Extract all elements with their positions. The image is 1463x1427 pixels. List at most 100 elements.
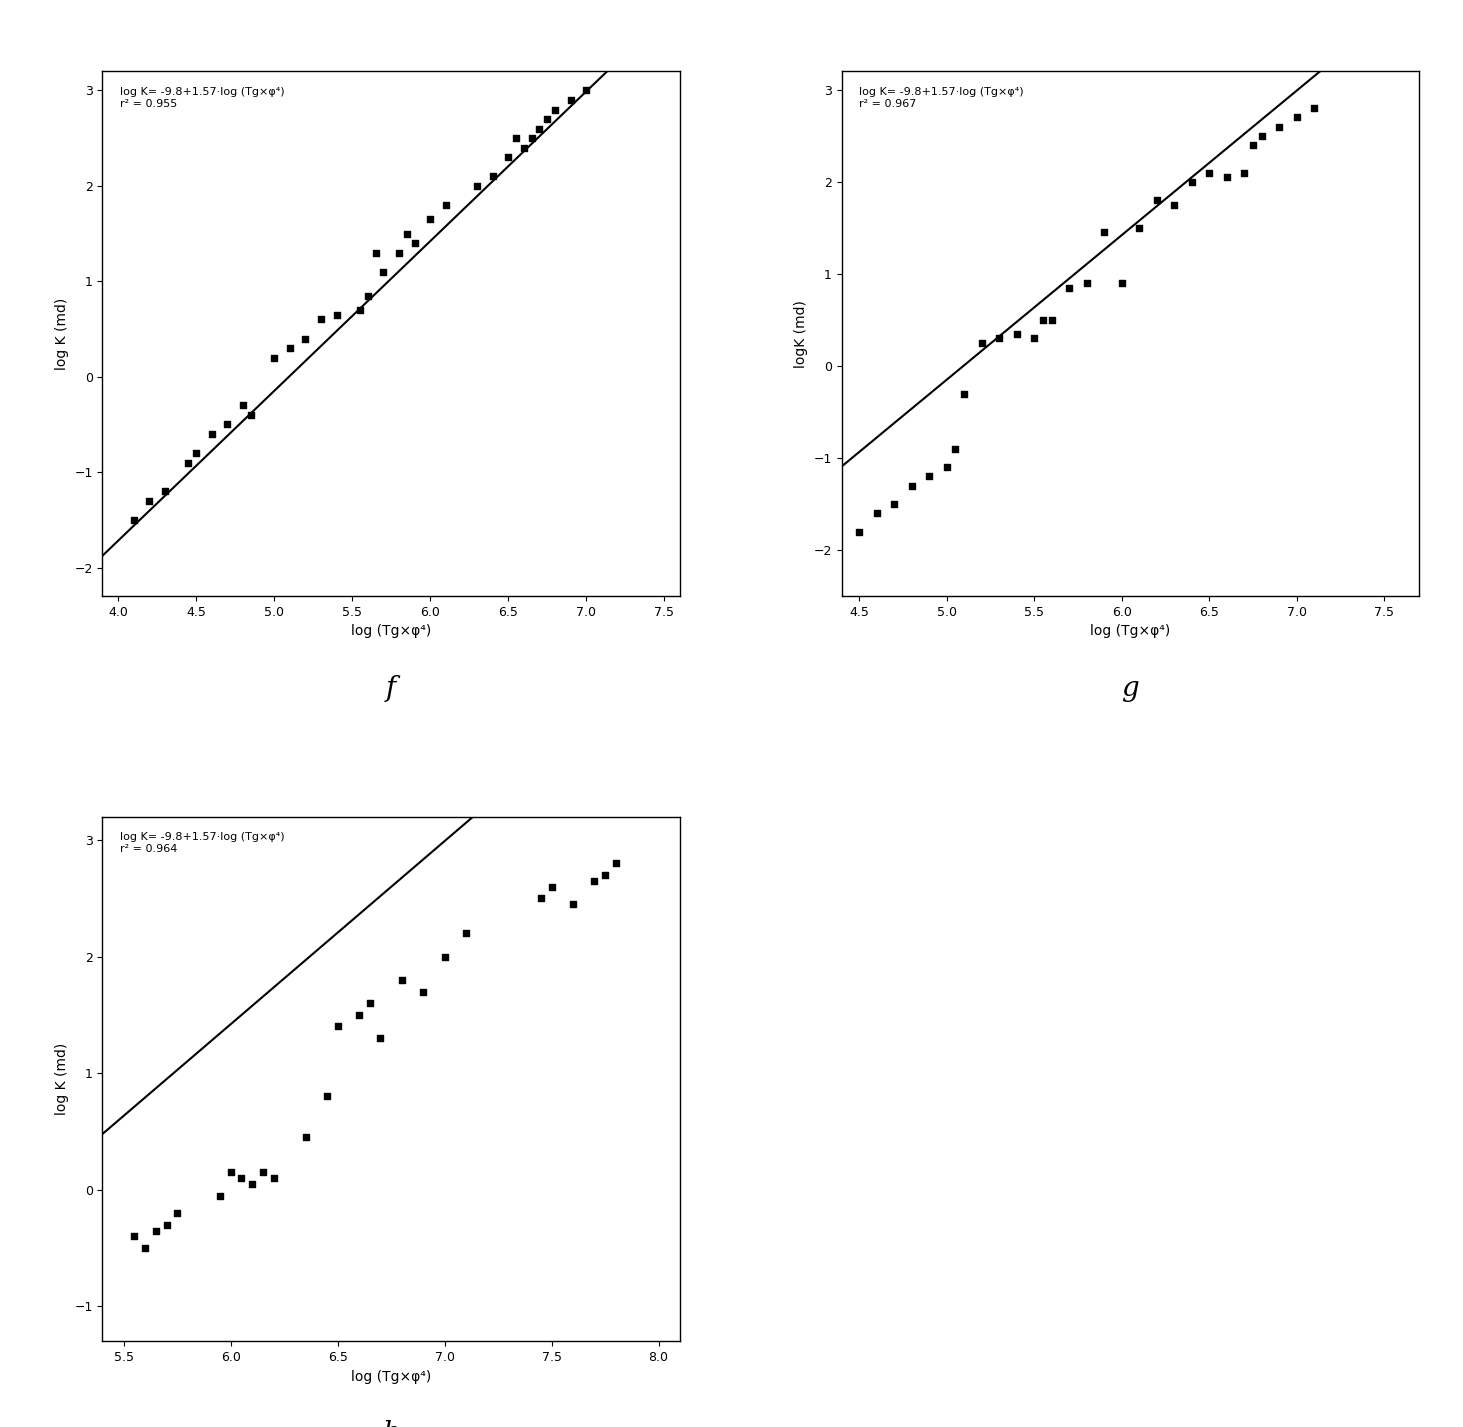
Point [238, 404, 262, 427]
Point [575, 78, 598, 101]
Point [364, 241, 388, 264]
Point [262, 347, 285, 370]
Text: log K= -9.8+1.57·log (Tg×φ⁴)
r² = 0.964: log K= -9.8+1.57·log (Tg×φ⁴) r² = 0.964 [120, 832, 284, 853]
Point [847, 521, 870, 544]
Point [1146, 188, 1169, 211]
Point [455, 922, 478, 945]
X-axis label: log (Tg×φ⁴): log (Tg×φ⁴) [351, 625, 432, 638]
Point [138, 489, 161, 512]
Point [433, 945, 456, 968]
Point [1163, 194, 1186, 217]
Point [309, 308, 332, 331]
Point [418, 208, 442, 231]
Point [1267, 116, 1290, 138]
Point [594, 863, 617, 886]
Point [435, 194, 458, 217]
Text: f: f [386, 675, 396, 702]
Point [562, 893, 585, 916]
Point [481, 166, 505, 188]
Point [208, 1184, 231, 1207]
Text: h: h [382, 1420, 399, 1427]
Point [1031, 308, 1055, 331]
Point [1285, 106, 1308, 128]
Point [1232, 161, 1255, 184]
Point [145, 1219, 168, 1241]
Point [184, 441, 208, 464]
Point [230, 1167, 253, 1190]
Point [1249, 124, 1273, 147]
Point [133, 1237, 157, 1260]
Point [559, 88, 582, 111]
Point [1179, 170, 1203, 193]
Point [970, 331, 993, 354]
Point [952, 382, 976, 405]
Text: g: g [1122, 675, 1140, 702]
Point [1214, 166, 1238, 188]
X-axis label: log (Tg×φ⁴): log (Tg×φ⁴) [1090, 625, 1170, 638]
Y-axis label: log K (md): log K (md) [54, 298, 69, 370]
Text: log K= -9.8+1.57·log (Tg×φ⁴)
r² = 0.967: log K= -9.8+1.57·log (Tg×φ⁴) r² = 0.967 [859, 87, 1024, 108]
Point [294, 327, 317, 350]
Point [543, 98, 566, 121]
Point [278, 337, 301, 360]
Point [519, 127, 543, 150]
Point [988, 327, 1011, 350]
Point [215, 412, 238, 435]
Point [356, 284, 379, 307]
Point [402, 231, 426, 254]
Point [900, 474, 923, 497]
Point [316, 1085, 339, 1107]
Point [1023, 327, 1046, 350]
Point [219, 1160, 243, 1183]
X-axis label: log (Tg×φ⁴): log (Tg×φ⁴) [351, 1370, 432, 1384]
Point [1241, 134, 1264, 157]
Point [530, 886, 553, 909]
Point [465, 174, 489, 197]
Point [1093, 221, 1116, 244]
Point [391, 969, 414, 992]
Point [240, 1173, 263, 1196]
Y-axis label: logK (md): logK (md) [794, 300, 808, 368]
Point [865, 502, 888, 525]
Point [1128, 217, 1151, 240]
Point [1110, 271, 1134, 294]
Point [252, 1160, 275, 1183]
Point [882, 492, 906, 515]
Point [604, 852, 628, 875]
Point [582, 869, 606, 892]
Point [1302, 97, 1325, 120]
Point [1040, 308, 1064, 331]
Point [505, 127, 528, 150]
Point [155, 1213, 178, 1236]
Point [1075, 271, 1099, 294]
Point [121, 508, 145, 531]
Point [535, 107, 559, 130]
Point [388, 241, 411, 264]
Point [231, 394, 255, 417]
Point [200, 422, 224, 445]
Point [395, 223, 418, 245]
Point [372, 260, 395, 283]
Text: log K= -9.8+1.57·log (Tg×φ⁴)
r² = 0.955: log K= -9.8+1.57·log (Tg×φ⁴) r² = 0.955 [120, 87, 284, 108]
Point [358, 992, 382, 1015]
Point [165, 1202, 189, 1224]
Point [1197, 161, 1220, 184]
Point [369, 1027, 392, 1050]
Point [123, 1224, 146, 1247]
Point [348, 298, 372, 321]
Point [262, 1167, 285, 1190]
Point [944, 438, 967, 461]
Point [528, 117, 552, 140]
Point [935, 455, 958, 478]
Point [325, 304, 348, 327]
Point [1058, 277, 1081, 300]
Point [411, 980, 435, 1003]
Point [154, 479, 177, 502]
Point [326, 1015, 350, 1037]
Point [917, 465, 941, 488]
Point [177, 451, 200, 474]
Point [512, 136, 535, 158]
Point [540, 875, 563, 898]
Point [294, 1126, 317, 1149]
Y-axis label: log K (md): log K (md) [54, 1043, 69, 1114]
